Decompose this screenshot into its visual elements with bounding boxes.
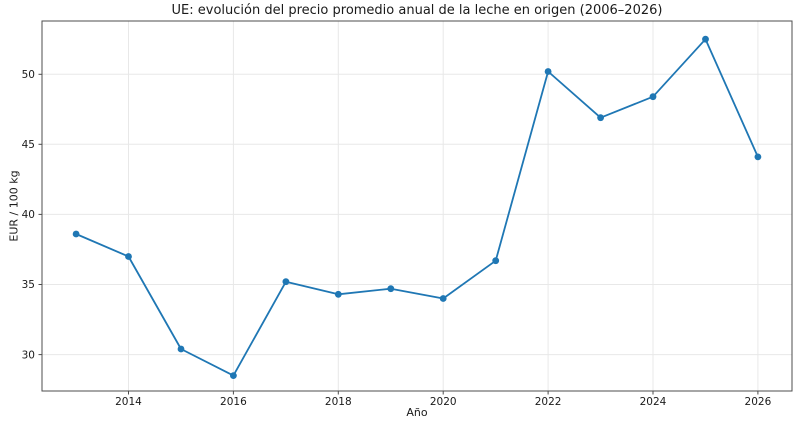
data-point	[72, 230, 80, 238]
data-point	[544, 68, 552, 75]
data-point	[334, 290, 342, 298]
data-point	[754, 153, 762, 161]
data-point	[492, 257, 500, 265]
data-point	[597, 114, 604, 122]
x-tick-label: 2014	[115, 396, 142, 408]
x-tick-label: 2016	[220, 396, 247, 408]
data-point	[439, 295, 447, 302]
y-tick-label: 45	[22, 139, 35, 151]
y-tick-label: 50	[22, 69, 35, 81]
y-tick-label: 30	[22, 349, 35, 361]
plot-border	[41, 20, 793, 392]
y-axis-label: EUR / 100 kg	[7, 170, 21, 242]
data-point	[649, 93, 657, 101]
data-point	[282, 278, 290, 286]
data-point	[125, 253, 132, 260]
y-tick-label: 40	[22, 209, 35, 221]
data-point	[230, 372, 237, 379]
x-tick-label: 2026	[745, 396, 772, 408]
x-axis-label: Año	[406, 406, 428, 419]
data-point	[702, 35, 709, 43]
y-tick-label: 35	[22, 279, 35, 291]
x-tick-label: 2018	[325, 396, 352, 408]
data-point	[177, 345, 185, 353]
data-line	[75, 38, 759, 377]
x-tick-label: 2024	[640, 396, 667, 408]
x-tick-label: 2022	[535, 396, 562, 408]
x-tick-label: 2020	[430, 396, 457, 408]
chart-title: UE: evolución del precio promedio anual …	[171, 3, 663, 18]
data-point	[387, 285, 395, 293]
